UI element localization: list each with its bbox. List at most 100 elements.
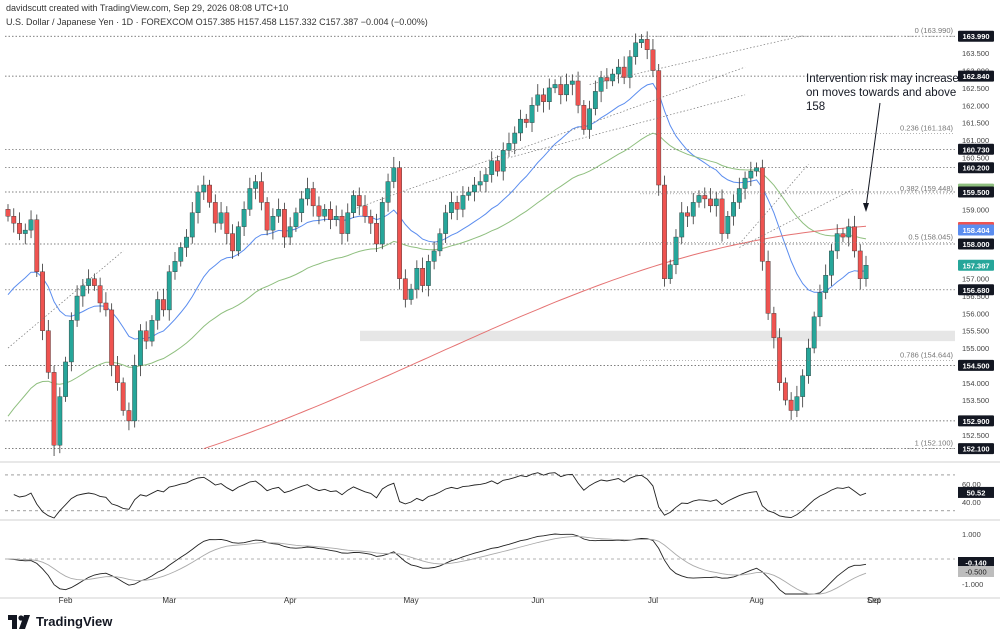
candle-body [437,233,443,252]
candle-body [287,226,293,238]
candle-body [500,150,506,172]
candle-body [477,181,483,186]
rsi-value-tag [958,486,994,498]
candle-body [195,191,201,213]
candle-body [754,167,759,172]
price-axis-tick: 160.500 [962,153,989,162]
rsi-axis-tick: 60.00 [962,480,981,489]
candle-body [201,184,207,193]
candle-body [788,399,794,411]
price-level-tag [958,186,994,198]
candle-body [840,233,846,238]
candle-body [662,184,667,279]
support-zone [360,330,955,342]
price-level-tag [958,415,994,427]
candle-body [414,268,420,290]
candle-body [143,330,149,342]
candle-body [391,167,397,182]
candle-body [184,236,189,248]
price-axis-tick: 155.500 [962,327,989,336]
candle-body [115,365,120,383]
candle-body [178,247,184,262]
candle-body [138,330,143,366]
candle-body [690,202,696,217]
macd-axis-tick: 1.000 [962,530,981,539]
candle-body [45,330,51,373]
fib-level-label: 0.382 (159.448) [900,184,953,193]
candle-body [258,181,264,203]
candle-body [794,396,800,411]
price-level-tag-label: 163.990 [962,32,989,41]
price-level-tag [958,70,994,82]
candle-body [644,39,650,50]
macd-axis-tick: -1.000 [962,580,983,589]
price-axis-tick: 154.000 [962,379,989,388]
candle-body [466,191,472,196]
candle-body [852,226,857,252]
candle-body [385,181,391,203]
rsi-line [13,472,867,519]
candle-body [57,396,63,446]
price-axis-tick: 156.000 [962,309,989,318]
candle-body [132,365,138,422]
candle-body [362,205,368,217]
candle-body [5,209,11,217]
candle-body [615,66,621,75]
candle-body [829,250,834,276]
tradingview-footer[interactable]: TradingView [8,614,112,629]
candle-body [673,236,679,266]
candle-body [489,160,495,175]
month-label-apr: Apr [284,596,297,605]
price-level-tag-label: 159.500 [962,188,989,197]
candle-body [368,216,374,224]
trendline [589,35,803,85]
candle-body [863,265,869,279]
candle-body [495,160,500,172]
price-axis-tick: 161.500 [962,119,989,128]
candle-body [235,226,241,252]
price-axis-tick: 155.000 [962,344,989,353]
candle-body [765,261,771,314]
candle-body [742,177,748,189]
candle-body [702,195,708,200]
trendline [7,250,124,349]
candle-body [333,216,339,220]
candle-body [161,299,166,311]
candle-body [379,202,385,245]
candle-body [212,202,218,224]
price-level-tag-label: 160.730 [962,145,989,154]
candle-body [34,219,40,272]
candle-body [299,198,305,213]
candle-body [408,288,414,300]
candle-body [575,80,581,106]
candle-body [696,195,702,203]
candle-body [431,250,437,262]
trendline [739,163,809,245]
candle-body [581,105,587,130]
candle-body [523,118,529,123]
candle-body [454,202,460,210]
candle-body [564,84,569,96]
price-level-tag [958,359,994,371]
price-level-tag [958,259,994,271]
candle-body [748,170,754,179]
candle-body [443,212,449,234]
candle-body [656,70,662,186]
candle-body [22,229,28,234]
annotation-arrow-line [865,102,881,208]
candle-body [218,212,224,224]
candle-body [97,285,103,304]
fib-level-label: 0.5 (158.045) [908,232,953,241]
price-level-tag-label: 160.200 [962,164,989,173]
price-level-tag-label: 158.000 [962,240,989,249]
month-label-sep: Sep [867,596,882,605]
candle-body [11,216,17,224]
annotation-arrow-head [863,203,869,212]
candle-body [800,375,806,397]
candle-body [604,77,610,82]
month-label-mar: Mar [162,596,176,605]
candle-body [587,108,592,130]
candle-body [425,261,431,286]
candle-body [103,302,109,311]
